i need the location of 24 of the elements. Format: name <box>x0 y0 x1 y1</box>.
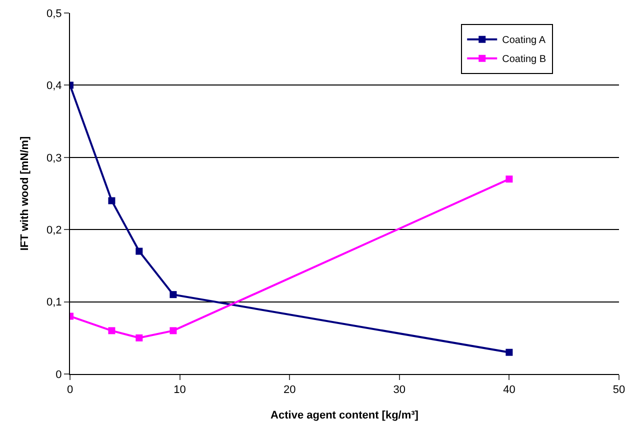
point <box>108 197 116 204</box>
y-tick-label: 0,2 <box>46 224 62 236</box>
point <box>136 334 143 342</box>
x-axis-title: Active agent content [kg/m³] <box>270 409 419 422</box>
point <box>170 291 177 298</box>
x-tick-label: 30 <box>393 384 406 396</box>
y-tick-label: 0,4 <box>46 80 62 92</box>
y-axis-title: IFT with wood [mN/m] <box>19 136 32 251</box>
x-tick-label: 50 <box>612 384 626 396</box>
y-tick-label: 0 <box>56 368 62 381</box>
point <box>136 248 143 255</box>
y-tick-label: 0,3 <box>46 152 62 164</box>
x-tick-label: 0 <box>66 384 74 396</box>
point <box>108 327 116 334</box>
point <box>170 327 177 334</box>
legend-label: Coating A <box>502 35 546 46</box>
x-tick-label: 40 <box>503 384 516 396</box>
point <box>506 176 513 183</box>
y-tick-label: 0,1 <box>46 296 62 309</box>
point <box>506 348 513 356</box>
y-tick-label: 0,5 <box>46 8 62 20</box>
legend-label: Coating B <box>502 54 546 66</box>
x-tick-label: 10 <box>174 384 186 396</box>
x-tick-label: 20 <box>283 384 296 396</box>
